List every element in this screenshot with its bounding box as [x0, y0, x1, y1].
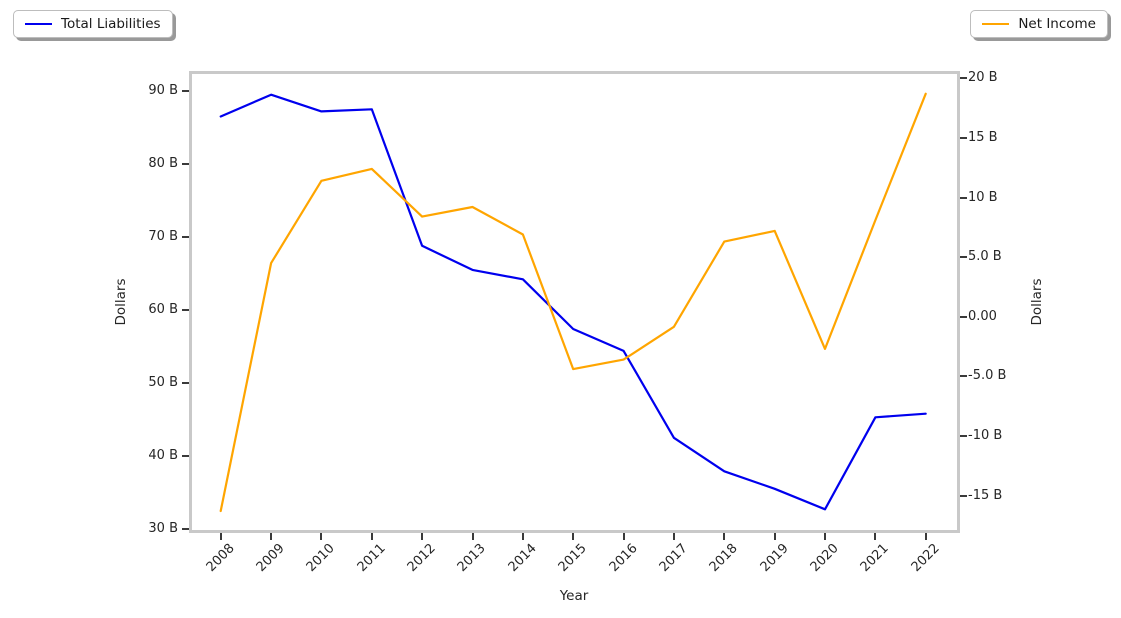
- legend-label-total-liabilities: Total Liabilities: [61, 16, 161, 32]
- total-liabilities-line-sample: [25, 23, 52, 25]
- y-left-tick-label: 40 B: [148, 448, 178, 463]
- x-tick-mark: [622, 533, 625, 540]
- y-left-tick-label: 70 B: [148, 229, 178, 244]
- x-tick-mark: [320, 533, 323, 540]
- y-right-tick-mark: [960, 375, 967, 378]
- x-tick-mark: [824, 533, 827, 540]
- x-tick-mark: [773, 533, 776, 540]
- x-tick-label: 2014: [505, 541, 540, 576]
- y-right-tick-mark: [960, 77, 967, 80]
- y-left-tick-mark: [182, 455, 189, 457]
- x-tick-label: 2008: [203, 541, 238, 576]
- y-left-tick-mark: [182, 236, 189, 238]
- net-income-line-sample: [982, 23, 1010, 25]
- x-tick-label: 2022: [908, 541, 943, 576]
- y-left-tick-label: 80 B: [148, 156, 178, 171]
- x-tick-mark: [270, 533, 273, 540]
- x-tick-label: 2011: [354, 541, 389, 576]
- plot-area: [189, 71, 960, 533]
- net-income-line: [219, 92, 927, 513]
- legend-net-income: Net Income: [970, 10, 1108, 38]
- y-axis-label-left: Dollars: [113, 278, 129, 326]
- x-tick-label: 2009: [253, 541, 288, 576]
- x-tick-label: 2012: [404, 541, 439, 576]
- line-series-layer: [219, 92, 927, 513]
- y-right-tick-label: 10 B: [968, 189, 998, 205]
- x-tick-label: 2018: [706, 541, 741, 576]
- x-tick-label: 2017: [656, 541, 691, 576]
- y-axis-label-right: Dollars: [1029, 278, 1045, 326]
- legend-total-liabilities: Total Liabilities: [13, 10, 173, 38]
- y-right-tick-mark: [960, 494, 967, 497]
- y-left-tick-label: 90 B: [148, 83, 178, 98]
- x-tick-mark: [672, 533, 675, 540]
- y-left-tick-label: 50 B: [148, 375, 178, 390]
- y-right-tick-label: -15 B: [968, 487, 1003, 503]
- x-tick-mark: [924, 533, 927, 540]
- x-tick-label: 2010: [304, 541, 339, 576]
- x-tick-label: 2016: [606, 541, 641, 576]
- y-right-tick-mark: [960, 196, 967, 199]
- y-left-tick-label: 30 B: [148, 521, 178, 536]
- x-tick-label: 2020: [807, 541, 842, 576]
- x-tick-mark: [219, 533, 222, 540]
- y-right-tick-mark: [960, 315, 967, 318]
- x-tick-label: 2013: [455, 541, 490, 576]
- x-tick-mark: [421, 533, 424, 540]
- y-right-tick-label: 20 B: [968, 70, 998, 86]
- x-tick-mark: [723, 533, 726, 540]
- x-tick-mark: [370, 533, 373, 540]
- y-left-tick-mark: [182, 90, 189, 92]
- y-left-tick-mark: [182, 163, 189, 165]
- x-tick-mark: [572, 533, 575, 540]
- x-tick-mark: [471, 533, 474, 540]
- y-right-tick-mark: [960, 136, 967, 139]
- y-left-tick-label: 60 B: [148, 302, 178, 317]
- x-tick-mark: [874, 533, 877, 540]
- y-left-tick-mark: [182, 382, 189, 384]
- x-tick-mark: [521, 533, 524, 540]
- y-left-tick-mark: [182, 528, 189, 530]
- y-right-tick-mark: [960, 256, 967, 259]
- y-right-tick-label: 15 B: [968, 129, 998, 145]
- x-tick-label: 2015: [555, 541, 590, 576]
- total-liabilities-line: [219, 93, 927, 511]
- y-right-tick-label: -5.0 B: [968, 368, 1007, 384]
- x-tick-label: 2021: [857, 541, 892, 576]
- y-right-tick-mark: [960, 434, 967, 437]
- y-right-tick-label: 5.0 B: [968, 249, 1002, 265]
- y-right-tick-label: -10 B: [968, 427, 1003, 443]
- x-axis-label: Year: [559, 588, 589, 604]
- y-left-tick-mark: [182, 309, 189, 311]
- x-tick-label: 2019: [757, 541, 792, 576]
- legend-label-net-income: Net Income: [1018, 16, 1096, 32]
- y-right-tick-label: 0.00: [968, 308, 997, 324]
